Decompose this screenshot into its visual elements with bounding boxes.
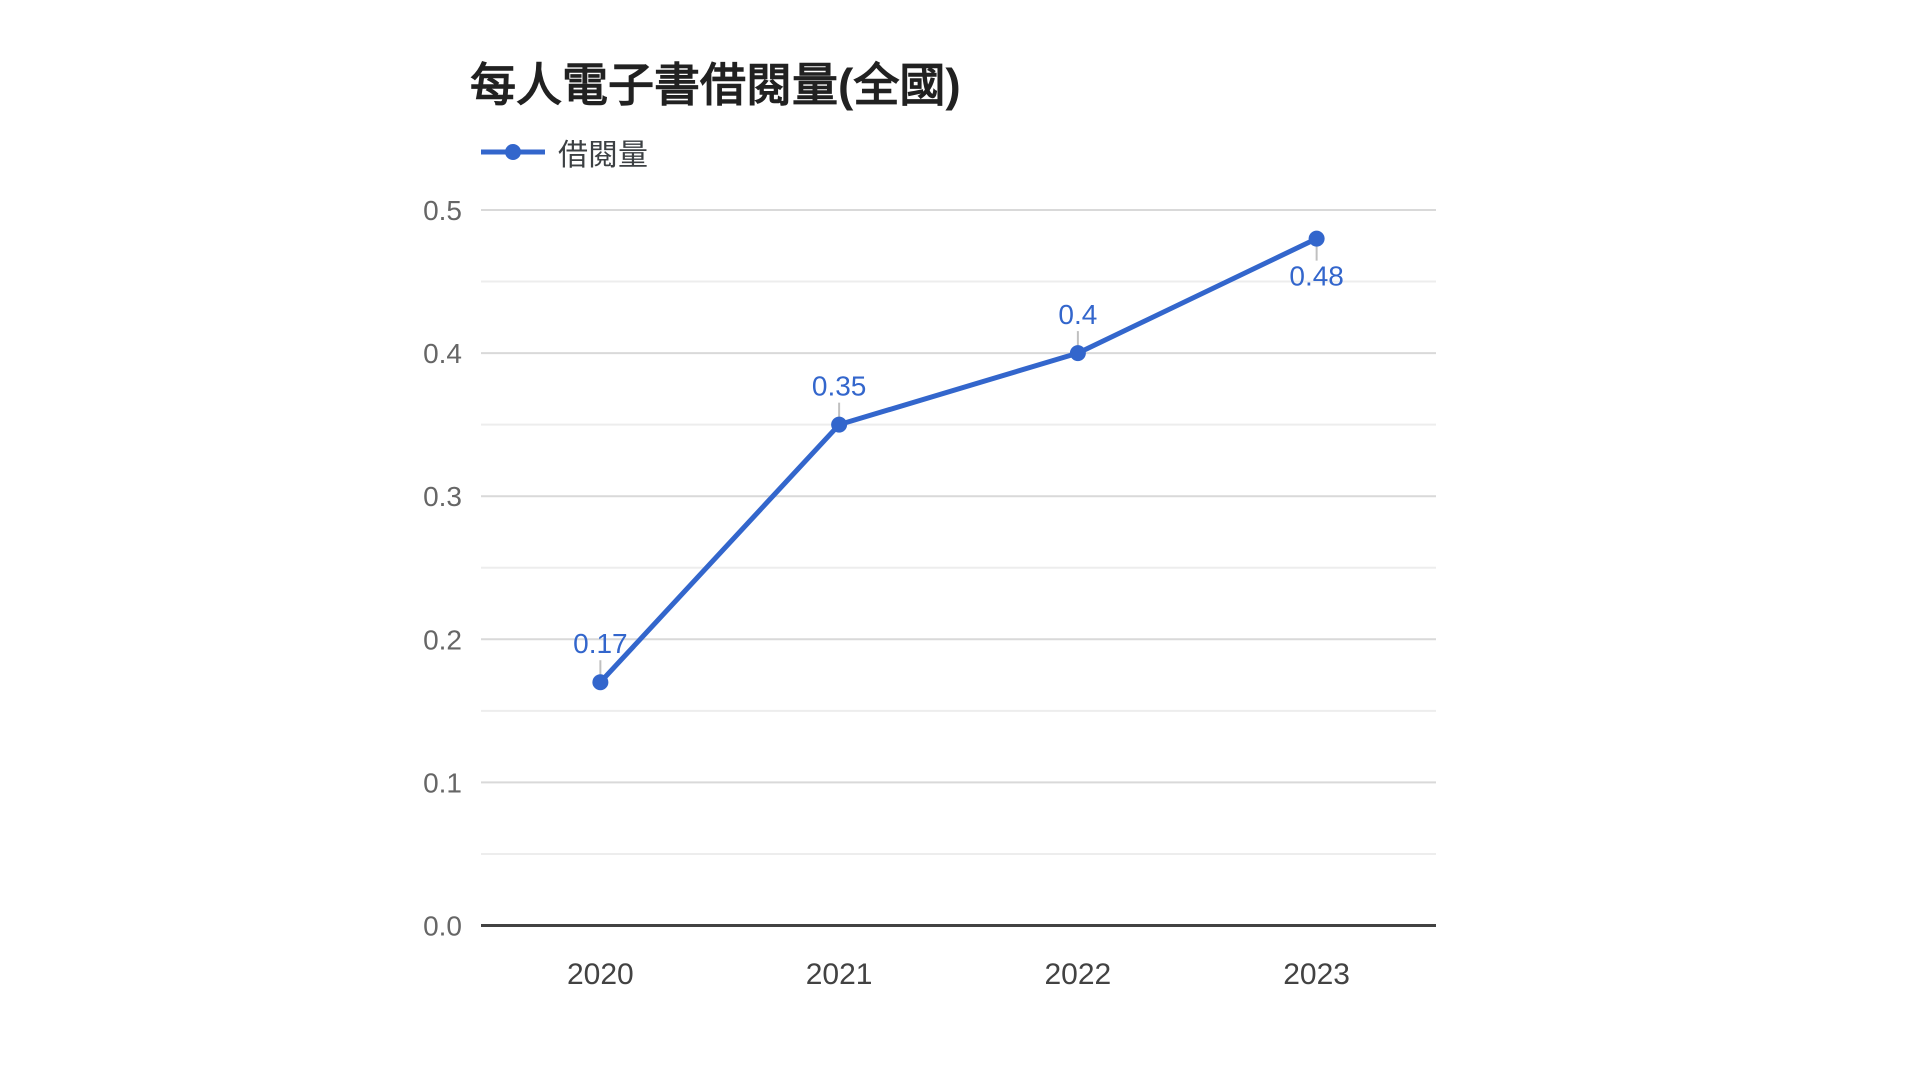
y-tick-label: 0.0 [423, 911, 462, 942]
legend-dot [505, 144, 521, 160]
data-point [831, 416, 848, 433]
y-tick-label: 0.1 [423, 767, 462, 798]
data-point-label: 0.4 [1058, 299, 1097, 330]
chart-title: 每人電子書借閱量(全國) [470, 59, 961, 111]
data-point-label: 0.17 [573, 628, 628, 659]
data-point [592, 674, 609, 691]
x-tick-label: 2021 [806, 958, 873, 991]
y-tick-label: 0.3 [423, 481, 462, 512]
legend: 借閱量 [480, 134, 648, 172]
x-tick-label: 2022 [1045, 958, 1112, 991]
legend-line-dot-icon [481, 144, 545, 160]
data-point [1069, 345, 1086, 362]
y-tick-label: 0.4 [423, 338, 462, 369]
legend-label: 借閱量 [558, 139, 648, 172]
data-point-label: 0.48 [1289, 261, 1344, 292]
y-tick-label: 0.2 [423, 624, 462, 655]
x-tick-label: 2023 [1283, 958, 1350, 991]
x-tick-label: 2020 [567, 958, 634, 991]
data-point-label: 0.35 [812, 371, 867, 402]
series-line [597, 236, 1320, 685]
y-tick-label: 0.5 [423, 195, 462, 226]
data-point [1308, 230, 1325, 247]
